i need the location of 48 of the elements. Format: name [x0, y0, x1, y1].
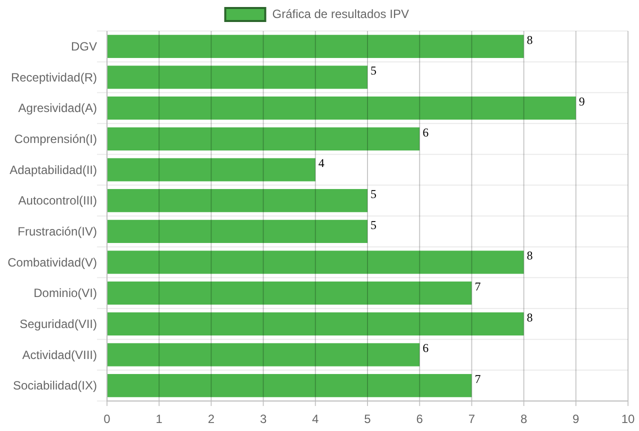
y-tick-label: Comprensión(I) — [14, 132, 97, 146]
data-label: 8 — [526, 248, 533, 263]
x-tick-label: 5 — [364, 412, 372, 426]
data-label: 8 — [526, 32, 533, 47]
x-tick-label: 9 — [572, 412, 580, 426]
data-label: 7 — [474, 280, 481, 294]
bar — [107, 127, 420, 150]
y-tick-label: DGV — [70, 39, 97, 54]
bar — [107, 312, 524, 336]
x-tick-label: 10 — [621, 412, 635, 426]
data-label: 8 — [526, 310, 533, 324]
y-tick-label: Combatividad(V) — [8, 255, 97, 270]
x-tick-label: 8 — [520, 412, 528, 426]
bar — [107, 220, 368, 243]
bar — [107, 343, 420, 366]
y-tick-label: Agresividad(A) — [18, 101, 97, 116]
y-tick-label: Seguridad(VII) — [20, 316, 97, 331]
data-label: 5 — [370, 187, 376, 202]
bar — [107, 96, 576, 120]
x-tick-label: 7 — [468, 412, 476, 426]
y-tick-label: Actividad(VIII) — [22, 348, 97, 362]
data-label: 5 — [370, 64, 376, 78]
x-tick-label: 1 — [156, 412, 163, 426]
y-tick-label: Adaptabilidad(II) — [10, 162, 97, 177]
bar — [107, 158, 316, 182]
data-label: 7 — [474, 372, 481, 386]
x-tick-label: 0 — [104, 412, 111, 426]
bar — [107, 34, 524, 58]
data-label: 6 — [422, 125, 429, 140]
data-label: 9 — [578, 94, 585, 109]
y-tick-label: Receptividad(R) — [10, 70, 97, 84]
bar — [107, 66, 368, 89]
x-tick-label: 6 — [416, 412, 424, 426]
x-tick-label: 4 — [312, 412, 320, 426]
bar — [107, 374, 472, 398]
x-tick-label: 2 — [208, 412, 215, 426]
x-tick-label: 3 — [260, 412, 267, 426]
y-tick-label: Dominio(VI) — [34, 286, 97, 300]
bar — [107, 189, 368, 212]
series-label: Gráfica de resultados IPV — [272, 7, 409, 21]
y-tick-label: Frustración(IV) — [18, 224, 97, 238]
bar — [107, 250, 524, 274]
bar — [107, 282, 472, 305]
y-tick-label: Sociabilidad(IX) — [12, 378, 97, 393]
data-label: 6 — [422, 341, 429, 356]
data-label: 4 — [318, 156, 324, 170]
y-tick-label: Autocontrol(III) — [18, 194, 97, 208]
data-label: 5 — [370, 218, 376, 232]
